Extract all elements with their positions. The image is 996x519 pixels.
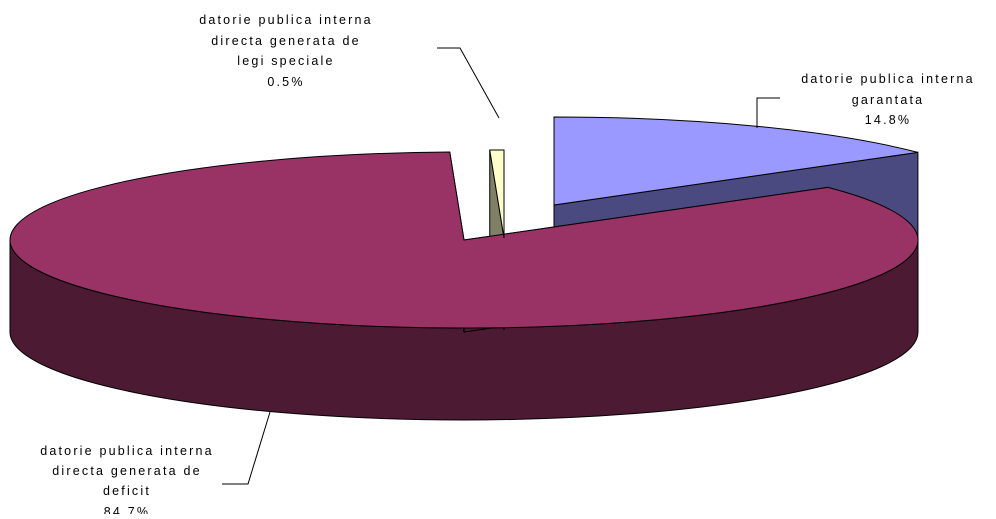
leader-line — [437, 47, 500, 119]
leader-line — [756, 97, 780, 128]
slice-label-line: directa generata de — [211, 34, 361, 48]
slice-value-label: 0.5% — [267, 75, 304, 89]
slice-top — [9, 151, 919, 329]
leader-lines-layer — [222, 47, 780, 485]
slice-label-line: datorie publica interna — [199, 13, 373, 27]
data-labels-layer: datorie publica interna garantata 14.8% dat… — [40, 13, 975, 519]
leader-line — [222, 411, 271, 485]
slice-value-label: 14.8% — [865, 113, 911, 127]
slice-top — [489, 149, 505, 239]
slice-label-line: datorie publica interna — [801, 72, 975, 86]
slice-top — [553, 116, 919, 206]
slice-value-label: 84.7% — [104, 505, 150, 514]
slice-tops-layer — [9, 116, 919, 329]
slice-label-line: legi speciale — [237, 54, 334, 68]
slice-label-line: garantata — [852, 93, 925, 107]
slice-label-line: deficit — [103, 484, 151, 498]
slice-label-line: datorie publica interna — [40, 444, 214, 458]
slice-label-line: directa generata de — [52, 464, 202, 478]
